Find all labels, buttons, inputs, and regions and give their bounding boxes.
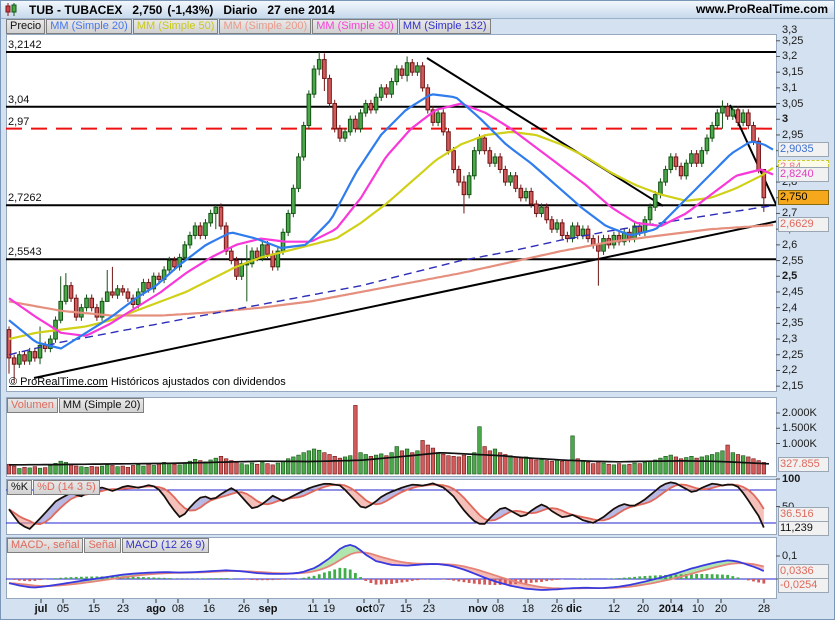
price-axis-tick: 2,45: [782, 285, 804, 298]
volume-value-box: 327.855: [778, 456, 829, 472]
price-axis-tick: 2,5: [782, 270, 798, 283]
date-axis-label: 20: [636, 603, 650, 615]
price-axis-tick: 3,25: [782, 34, 804, 47]
price-axis-tick: 3,15: [782, 66, 804, 79]
volume-axis-tick: 1.500K: [782, 422, 817, 435]
date-axis-label: 26: [550, 603, 564, 615]
legend-item-mm-simple-200-[interactable]: MM (Simple 200): [219, 19, 312, 34]
date-axis-label: 28: [757, 603, 771, 615]
macd-legend: MACD-, señal Señal MACD (12 26 9): [7, 538, 210, 553]
date-axis-label: jul: [34, 603, 48, 615]
price-axis-tick: 3,2: [782, 50, 798, 63]
title-bar: TUB - TUBACEX 2,750 (-1,43%) Diario 27 e…: [1, 1, 834, 19]
legend-item-macd-12-26-9-[interactable]: MACD (12 26 9): [121, 538, 210, 553]
date-axis-label: 20: [714, 603, 728, 615]
date-axis-label: 23: [422, 603, 436, 615]
date-axis-label: 08: [171, 603, 185, 615]
date-axis-label: 10: [691, 603, 705, 615]
stoch-axis-tick: 100: [782, 473, 801, 485]
stoch-value-box: 11,239: [778, 520, 829, 536]
price-level-label: 3,04: [8, 93, 30, 106]
date-axis-label: 18: [521, 603, 535, 615]
date-axis-label: oct: [355, 603, 373, 615]
date-axis-label: 08: [491, 603, 505, 615]
legend-item-mm-simple-30-[interactable]: MM (Simple 30): [312, 19, 398, 34]
price-axis-tick: 2,15: [782, 380, 804, 393]
legend-item-%k[interactable]: %K: [7, 480, 33, 495]
price-change: (-1,43%): [167, 2, 214, 17]
price-level-label: 2,7262: [8, 192, 42, 205]
price-axis-tick: 2,25: [782, 348, 804, 361]
date-axis-label: 23: [116, 603, 130, 615]
price-axis-tick: 2,95: [782, 128, 804, 141]
legend-item-se-al[interactable]: Señal: [84, 538, 121, 553]
legend-item-mm-simple-50-[interactable]: MM (Simple 50): [132, 19, 219, 34]
price-axis-tick: 3,05: [782, 97, 804, 110]
price-axis-tick: 2,3: [782, 333, 798, 346]
date-axis-label: 11: [307, 603, 319, 615]
price-legend: Precio MM (Simple 20) MM (Simple 50) MM (Si…: [6, 19, 492, 34]
date-axis-label: 05: [56, 603, 70, 615]
price-level-label: 3,2142: [8, 39, 42, 51]
volume-legend: Volumen MM (Simple 20): [7, 398, 145, 413]
date-axis-label: sep: [258, 603, 278, 615]
stochastic-legend: %K %D (14 3 5): [7, 480, 101, 495]
session-date: 27 ene 2014: [267, 2, 335, 17]
price-value-box: 2,6629: [778, 217, 829, 233]
stochastic-pane[interactable]: [6, 479, 777, 535]
macd-value-box: 0,0336: [778, 564, 829, 580]
price-axis-tick: 2,8: [782, 176, 798, 189]
stoch-axis-tick: 50: [782, 501, 794, 513]
price-axis-tick: 2,2: [782, 364, 798, 377]
legend-item-volumen[interactable]: Volumen: [7, 398, 58, 413]
date-axis-label: 07: [372, 603, 386, 615]
price-axis-tick: 2,4: [782, 301, 798, 314]
date-axis-label: 15: [399, 603, 413, 615]
date-axis-label: 16: [202, 603, 216, 615]
prorealtime-site-link[interactable]: www.ProRealTime.com: [695, 2, 828, 16]
price-axis-tick: 3,3: [782, 24, 798, 36]
price-axis-tick: 2,6: [782, 238, 798, 251]
price-value-box: 2,9035: [778, 141, 829, 157]
legend-item-mm-simple-20-[interactable]: MM (Simple 20): [46, 19, 132, 34]
date-axis-label: nov: [468, 603, 488, 615]
price-axis-tick: 3: [782, 113, 789, 126]
volume-axis-tick: 2.000K: [782, 407, 817, 419]
price-value-box: 2,750: [778, 189, 829, 205]
legend-item-mm-simple-20-[interactable]: MM (Simple 20): [58, 398, 145, 413]
price-value-box: 2,8240: [778, 166, 829, 182]
candlestick-icon: [5, 3, 19, 16]
date-axis-label: 26: [237, 603, 251, 615]
legend-item-precio[interactable]: Precio: [6, 19, 46, 34]
legend-item-%d-14-3-5-[interactable]: %D (14 3 5): [33, 480, 100, 495]
price-axis-tick: 2,35: [782, 317, 804, 330]
price-level-label: 2,5543: [8, 246, 42, 259]
price-axis-tick: 3,1: [782, 81, 798, 94]
legend-item-mm-simple-132-[interactable]: MM (Simple 132): [398, 19, 491, 34]
date-axis-label: 2014: [658, 603, 684, 615]
copyright-note: © ProRealTime.com Históricos ajustados c…: [9, 376, 286, 388]
date-axis-label: 15: [87, 603, 101, 615]
legend-item-macd-se-al[interactable]: MACD-, señal: [7, 538, 84, 553]
symbol-title: TUB - TUBACEX: [29, 2, 123, 17]
date-axis-label: 19: [322, 603, 336, 615]
macd-value-box: -0,0254: [778, 577, 829, 593]
copyright-link[interactable]: © ProRealTime.com: [9, 376, 108, 388]
volume-axis-tick: 1.000K: [782, 437, 817, 450]
price-axis-tick: 2,7: [782, 207, 798, 220]
date-axis-label: 12: [607, 603, 621, 615]
date-axis-label: ago: [146, 603, 166, 615]
stoch-value-box: 36.516: [778, 506, 829, 522]
price-level-label: 2,97: [8, 115, 30, 128]
macd-axis-tick: 0,1: [782, 550, 798, 562]
last-price: 2,750: [132, 2, 163, 17]
timeframe-label[interactable]: Diario: [223, 2, 258, 17]
copyright-text: Históricos ajustados con dividendos: [107, 376, 286, 388]
price-pane[interactable]: [6, 34, 777, 392]
date-axis-label: dic: [566, 603, 582, 615]
price-axis-tick: 2,55: [782, 254, 804, 267]
